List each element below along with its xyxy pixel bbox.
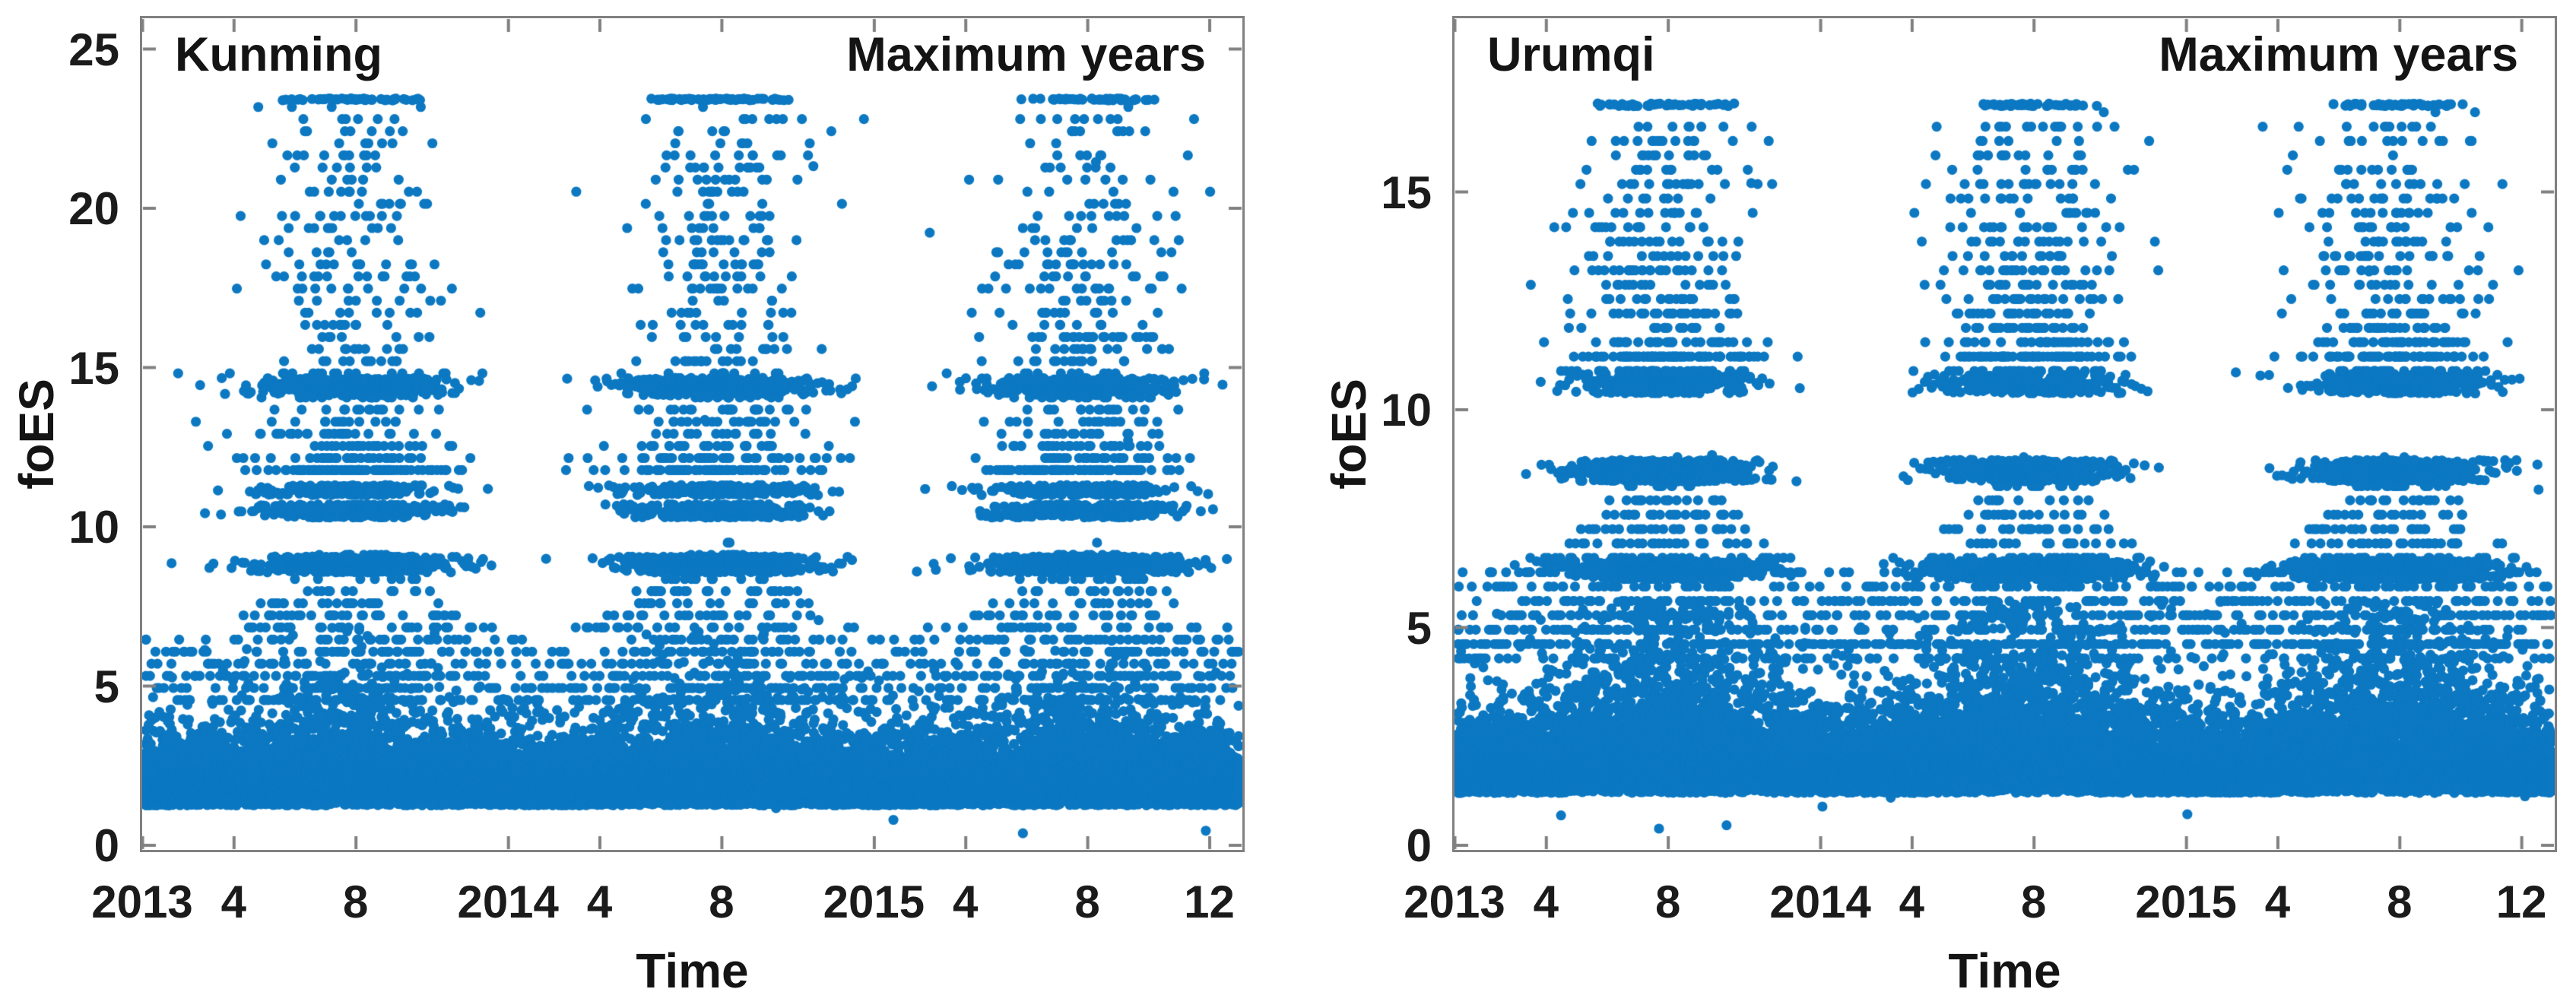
station-title-kunming: Kunming: [175, 28, 382, 81]
x-tick-label: 4: [953, 876, 979, 927]
x-tick-label: 4: [2264, 876, 2291, 927]
x-tick-label: 12: [1184, 876, 1235, 927]
y-tick-label: 10: [68, 502, 119, 553]
x-tick-label: 2013: [1404, 876, 1505, 927]
x-tick-label: 4: [586, 876, 613, 927]
x-tick-label: 8: [343, 876, 369, 927]
x-tick-label: 2015: [2135, 876, 2237, 927]
scatter-points-canvas-kunming: [142, 18, 1242, 850]
y-tick-label: 5: [1406, 602, 1432, 654]
y-tick-label: 15: [1381, 166, 1432, 218]
x-tick-label: 4: [220, 876, 246, 927]
x-tick-label: 2013: [91, 876, 193, 927]
plot-area-urumqi: Urumqi Maximum years: [1452, 16, 2557, 852]
y-tick-label: 20: [68, 183, 119, 234]
y-axis-label-foes: foES: [1321, 379, 1376, 490]
x-tick-label: 8: [1654, 876, 1681, 927]
scatter-points-canvas-urumqi: [1455, 18, 2555, 850]
y-tick-label: 25: [68, 24, 119, 75]
x-tick-label: 8: [1074, 876, 1100, 927]
x-tick-label: 2015: [823, 876, 925, 927]
x-tick-label: 8: [2387, 876, 2413, 927]
x-tick-label: 8: [709, 876, 734, 927]
annotation-maximum-years: Maximum years: [846, 28, 1206, 81]
x-tick-label: 12: [2495, 876, 2547, 927]
x-tick-label: 8: [2021, 876, 2047, 927]
x-tick-label: 2014: [1769, 876, 1871, 927]
x-axis-label-time: Time: [1948, 943, 2061, 998]
x-tick-label: 4: [1533, 876, 1559, 927]
x-tick-label: 2014: [457, 876, 559, 927]
y-tick-label: 5: [94, 661, 119, 712]
station-title-urumqi: Urumqi: [1487, 28, 1655, 81]
y-tick-label: 0: [1406, 820, 1432, 871]
y-tick-label: 15: [68, 342, 119, 394]
x-axis-label-time: Time: [636, 943, 749, 998]
annotation-maximum-years: Maximum years: [2159, 28, 2518, 81]
y-tick-label: 0: [94, 820, 119, 871]
plot-area-kunming: Kunming Maximum years: [140, 16, 1245, 852]
y-tick-label: 10: [1381, 385, 1432, 436]
y-axis-label-foes: foES: [9, 379, 64, 490]
x-tick-label: 4: [1899, 876, 1925, 927]
